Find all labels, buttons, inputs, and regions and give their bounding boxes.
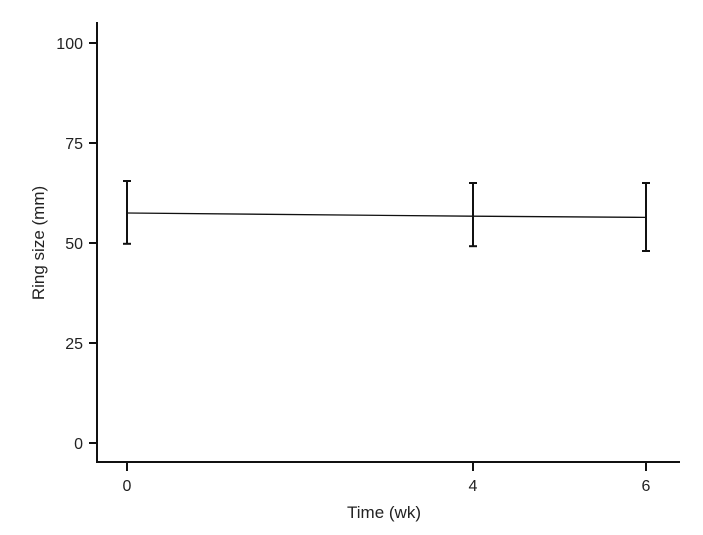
x-axis-title: Time (wk) [347, 503, 421, 522]
error-bar [469, 182, 477, 248]
series-line [126, 212, 647, 219]
y-ticks: 0 25 50 75 100 [56, 36, 97, 453]
x-tick-label: 6 [642, 478, 651, 495]
y-tick-label: 0 [74, 436, 83, 453]
x-ticks: 0 4 6 [123, 462, 651, 495]
y-tick-label: 25 [65, 336, 83, 353]
error-bar [123, 180, 131, 245]
axes [96, 22, 680, 463]
y-tick-label: 100 [56, 36, 83, 53]
series-layer [123, 180, 650, 252]
y-tick-label: 75 [65, 136, 83, 153]
error-bar [642, 182, 650, 252]
y-axis-title: Ring size (mm) [29, 186, 48, 300]
x-tick-label: 4 [469, 478, 478, 495]
x-tick-label: 0 [123, 478, 132, 495]
y-tick-label: 50 [65, 236, 83, 253]
